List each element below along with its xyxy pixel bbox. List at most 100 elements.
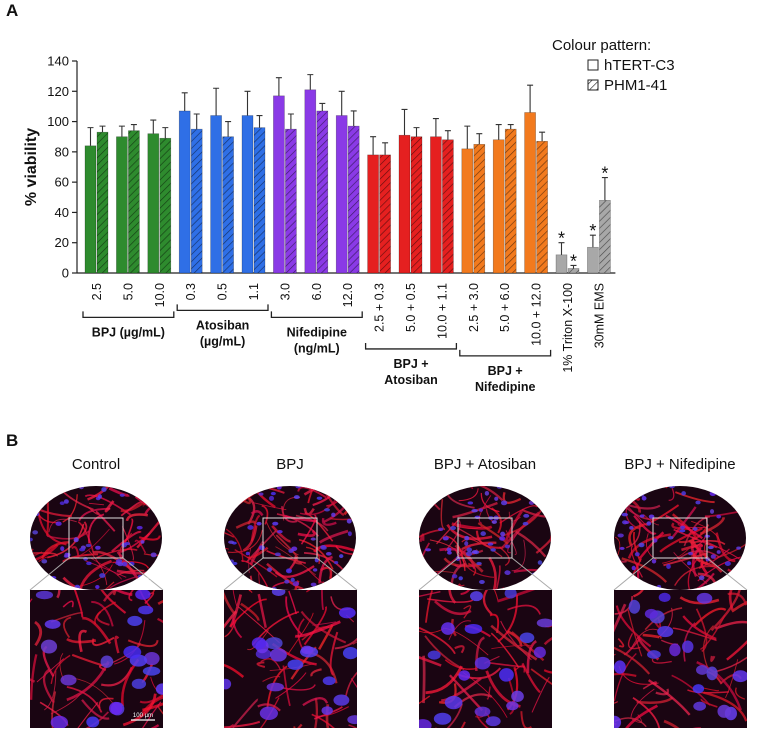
- bar: [492, 139, 505, 274]
- group-label: BPJ +: [488, 364, 523, 378]
- error-bar: [338, 90, 345, 116]
- bar: [159, 137, 172, 274]
- error-bar: [287, 113, 294, 130]
- error-bar: [225, 121, 232, 137]
- x-tick-label: 5.0 + 6.0: [498, 283, 512, 332]
- group-label: BPJ (µg/mL): [92, 325, 165, 339]
- error-bar: [244, 90, 251, 116]
- panel-label: A: [6, 1, 18, 20]
- group-label: Atosiban: [384, 373, 437, 387]
- bar: [147, 133, 160, 274]
- bar: [442, 139, 454, 274]
- bar: [524, 112, 536, 274]
- y-tick-label: 40: [55, 205, 69, 220]
- significance-marker: *: [570, 251, 577, 271]
- zoom-connector: [223, 557, 358, 591]
- panel-label: B: [6, 431, 18, 450]
- error-bar: [444, 130, 451, 140]
- y-axis-label: % viability: [23, 128, 40, 206]
- bar: [335, 115, 348, 274]
- x-tick-label: 2.5: [90, 283, 104, 300]
- microscopy-zoom: [614, 590, 747, 728]
- x-tick-label: 2.5 + 0.3: [373, 283, 387, 332]
- group-label: (ng/mL): [294, 341, 340, 355]
- bar: [84, 145, 97, 274]
- image-title: BPJ + Atosiban: [434, 456, 536, 473]
- zoom-box: [262, 517, 318, 559]
- x-tick-label: 3.0: [278, 283, 292, 300]
- group-bracket: [459, 349, 552, 357]
- legend-swatch: [587, 59, 599, 71]
- image-title: BPJ: [276, 456, 304, 473]
- x-tick-label: 1% Triton X-100: [561, 283, 575, 373]
- error-bar: [527, 84, 534, 113]
- bar: [379, 154, 391, 274]
- bar: [473, 143, 486, 274]
- error-bar: [118, 125, 125, 137]
- bar: [347, 125, 360, 274]
- legend-swatch: [587, 79, 599, 91]
- bar: [367, 154, 379, 274]
- microscopy-zoom: [224, 590, 357, 728]
- image-title: Control: [72, 456, 120, 473]
- microscopy-overview: [224, 486, 356, 590]
- bar: [536, 140, 548, 274]
- x-tick-label: 1.1: [247, 283, 261, 300]
- error-bar: [181, 92, 188, 111]
- error-bar: [464, 125, 471, 149]
- error-bar: [413, 127, 420, 137]
- error-bar: [99, 125, 106, 133]
- x-tick-label: 10.0: [153, 283, 167, 307]
- bar: [116, 136, 128, 274]
- legend-label: hTERT-C3: [604, 57, 675, 74]
- legend-title: Colour pattern:: [552, 37, 651, 54]
- scale-bar-label: 100 µm: [133, 713, 153, 719]
- bar: [504, 128, 517, 274]
- error-bar: [589, 234, 596, 248]
- x-tick-label: 12.0: [341, 283, 355, 307]
- x-tick-label: 5.0 + 0.5: [404, 283, 418, 332]
- microscopy-zoom: [419, 590, 552, 728]
- group-bracket: [364, 342, 458, 350]
- bar: [587, 246, 599, 274]
- error-bar: [401, 108, 408, 136]
- y-tick-label: 80: [55, 144, 69, 159]
- bar: [316, 110, 329, 274]
- y-tick-label: 100: [47, 114, 69, 129]
- group-bracket: [82, 311, 175, 318]
- error-bar: [507, 124, 514, 130]
- error-bar: [256, 114, 263, 128]
- x-tick-label: 0.3: [184, 283, 198, 300]
- y-tick-label: 120: [47, 84, 69, 99]
- bar: [410, 136, 423, 274]
- y-tick-label: 140: [47, 54, 69, 69]
- group-label: BPJ +: [393, 357, 428, 371]
- bar: [190, 128, 203, 274]
- error-bar: [476, 133, 483, 145]
- zoom-box: [457, 517, 513, 559]
- bar: [398, 134, 411, 274]
- significance-marker: *: [558, 229, 565, 249]
- significance-marker: *: [589, 221, 596, 241]
- significance-marker: *: [601, 164, 608, 184]
- microscopy-overview: [614, 486, 746, 590]
- error-bar: [275, 77, 282, 96]
- bar: [210, 115, 222, 274]
- error-bar: [370, 136, 377, 155]
- error-bar: [130, 124, 137, 131]
- error-bar: [213, 87, 220, 116]
- bar: [599, 200, 611, 274]
- error-bar: [432, 117, 439, 137]
- error-bar: [193, 113, 200, 130]
- x-tick-label: 10.0 + 12.0: [530, 283, 544, 346]
- y-tick-label: 60: [55, 175, 69, 190]
- error-bar: [87, 127, 94, 146]
- error-bar: [495, 124, 502, 140]
- error-bar: [319, 102, 326, 111]
- scale-bar-label: 50 µm: [140, 575, 152, 580]
- x-tick-label: 2.5 + 3.0: [467, 283, 481, 332]
- error-bar: [307, 74, 314, 90]
- error-bar: [570, 264, 577, 269]
